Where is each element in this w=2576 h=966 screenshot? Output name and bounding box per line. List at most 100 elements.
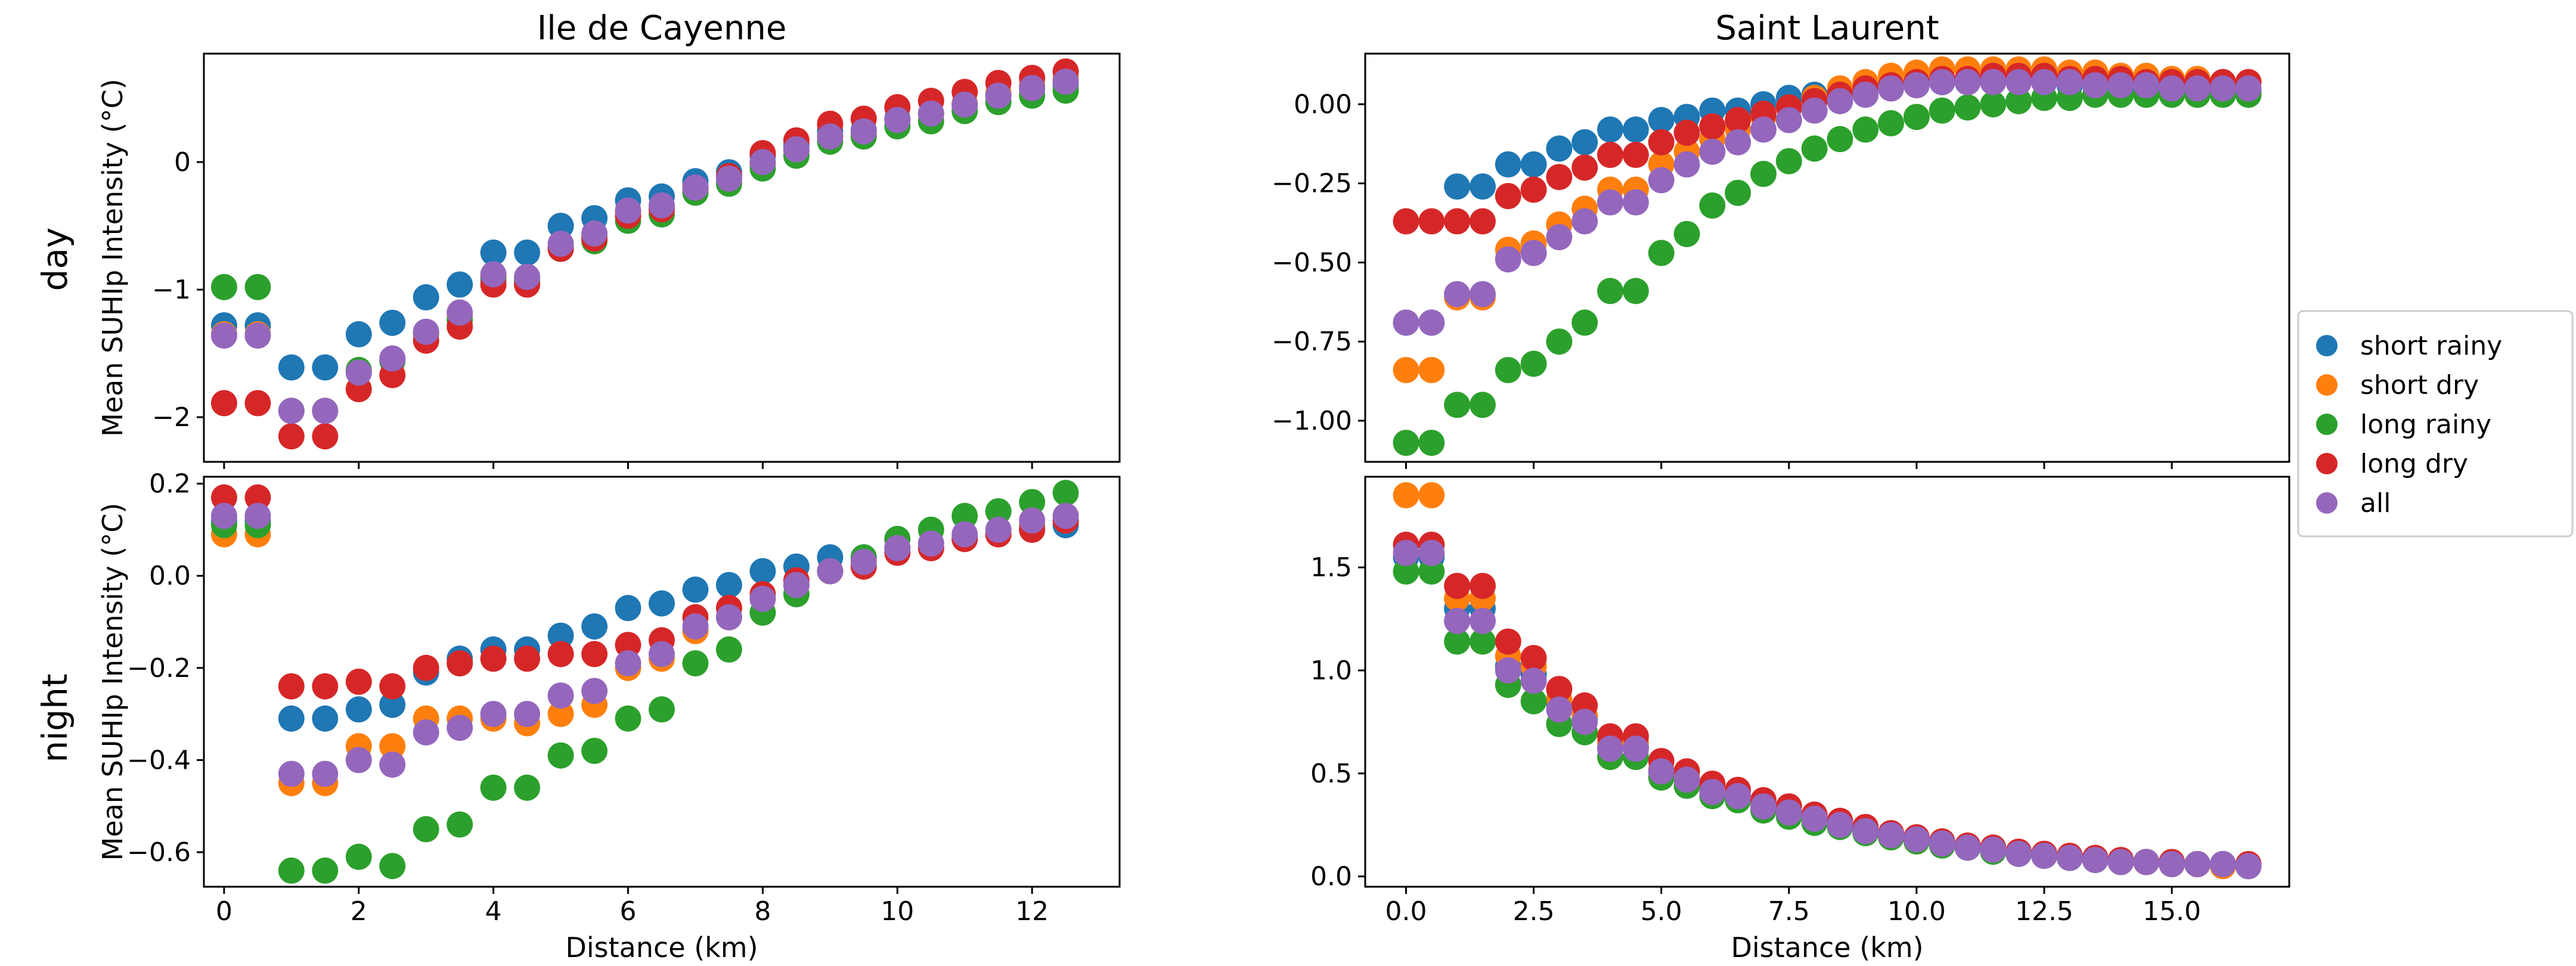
- y-tick-label: −0.6: [127, 837, 191, 868]
- data-point: [1393, 208, 1419, 235]
- data-point: [1673, 220, 1700, 247]
- data-point: [1546, 696, 1573, 723]
- y-tick-label: 0.0: [1310, 862, 1352, 892]
- legend-marker: [2316, 414, 2338, 435]
- data-point: [1418, 309, 1445, 336]
- y-ticks: 0.00 −0.25 −0.50 −0.75 −1.00: [1272, 89, 1365, 436]
- data-point: [547, 742, 574, 769]
- data-point: [1648, 167, 1675, 194]
- y-tick-label: −1: [152, 275, 191, 305]
- data-point: [1648, 129, 1675, 156]
- legend-item-short-rainy: short rainy: [2316, 331, 2502, 361]
- data-point: [1052, 69, 1079, 95]
- data-point: [1725, 107, 1752, 133]
- data-point: [1775, 799, 1802, 826]
- data-point: [2159, 851, 2185, 877]
- data-point: [2235, 853, 2262, 880]
- data-point: [244, 322, 271, 349]
- data-point: [749, 585, 776, 612]
- legend-item-long-rainy: long rainy: [2316, 409, 2491, 440]
- data-point: [649, 590, 675, 617]
- data-point: [1929, 69, 1955, 95]
- data-point: [1929, 830, 1955, 857]
- data-point: [480, 645, 507, 672]
- data-point: [2056, 844, 2083, 871]
- x-tick-label: 12.5: [2015, 896, 2073, 927]
- data-point: [514, 645, 541, 672]
- data-point: [1750, 116, 1777, 143]
- data-point: [312, 397, 339, 424]
- data-point: [649, 696, 675, 723]
- data-point: [1546, 135, 1573, 162]
- data-point: [1470, 608, 1496, 634]
- data-point: [345, 747, 372, 774]
- data-point: [951, 91, 978, 118]
- data-point: [1775, 107, 1802, 133]
- series-all: [210, 502, 1079, 787]
- data-point: [379, 853, 406, 880]
- points-laurent-day: [1393, 56, 2262, 456]
- data-point: [1750, 160, 1777, 187]
- data-point: [1052, 502, 1079, 529]
- data-point: [1520, 645, 1547, 672]
- axes-frame: [203, 52, 1121, 463]
- data-point: [1597, 189, 1623, 216]
- legend-box: [2297, 310, 2574, 538]
- panels: −2 −1 0 Ile de Cayenne Mean SUHIp Intensity …: [97, 9, 2290, 964]
- data-point: [715, 604, 742, 630]
- points-cayenne-night: [210, 480, 1079, 884]
- data-point: [514, 701, 541, 728]
- legend-marker: [2316, 453, 2338, 474]
- data-point: [2235, 75, 2262, 102]
- panel-title: Ile de Cayenne: [537, 9, 787, 48]
- data-point: [715, 636, 742, 663]
- data-point: [1444, 173, 1471, 200]
- panel-cayenne-night: 0 2 4 6 8 10 12 0.2 0.0 −0.2 −0.4 −0.6 Distance (km)…: [97, 469, 1121, 964]
- data-point: [312, 423, 339, 450]
- data-point: [1444, 573, 1471, 600]
- data-point: [1622, 189, 1649, 216]
- data-point: [2056, 69, 2083, 95]
- data-point: [312, 857, 339, 884]
- data-point: [817, 558, 844, 585]
- data-point: [2082, 72, 2109, 99]
- data-point: [547, 622, 574, 649]
- y-tick-label: −0.50: [1272, 247, 1352, 278]
- x-tick-label: 4: [485, 896, 502, 927]
- data-point: [1903, 826, 1930, 853]
- data-point: [379, 345, 406, 372]
- data-point: [649, 192, 675, 219]
- data-point: [547, 231, 574, 257]
- data-point: [312, 673, 339, 700]
- data-point: [278, 354, 305, 381]
- data-point: [1801, 135, 1828, 162]
- data-point: [1980, 836, 2007, 863]
- data-point: [850, 118, 877, 145]
- x-ticks: 0 2 4 6 8 10 12: [216, 887, 1049, 927]
- data-point: [682, 613, 709, 640]
- data-point: [615, 650, 641, 677]
- points-laurent-night: [1393, 482, 2262, 880]
- data-point: [244, 274, 271, 300]
- data-point: [1699, 779, 1726, 805]
- data-point: [1019, 507, 1046, 534]
- data-point: [581, 678, 608, 704]
- data-point: [480, 239, 507, 266]
- data-point: [413, 816, 439, 843]
- data-point: [379, 691, 406, 718]
- series-long-rainy: [1393, 558, 2262, 880]
- data-point: [817, 123, 844, 150]
- series-short-rainy: [210, 72, 1079, 381]
- y-ticks: 0.0 0.5 1.0 1.5: [1310, 552, 1365, 892]
- data-point: [210, 390, 237, 417]
- data-point: [480, 261, 507, 288]
- legend-marker: [2316, 335, 2338, 356]
- data-point: [1954, 69, 1981, 95]
- data-point: [1571, 309, 1598, 336]
- data-point: [1622, 116, 1649, 143]
- data-point: [1571, 154, 1598, 181]
- data-point: [480, 701, 507, 728]
- series-long-rainy: [1393, 82, 2262, 456]
- legend: short rainy short dry long rainy long dry al…: [2297, 310, 2574, 538]
